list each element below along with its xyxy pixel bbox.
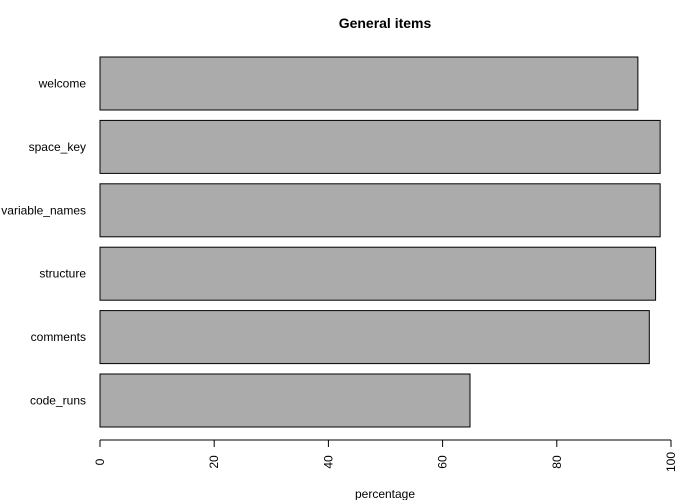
bar-structure [99, 246, 657, 301]
category-label-comments: comments [31, 330, 86, 344]
category-label-space_key: space_key [29, 140, 86, 154]
bar-welcome [99, 56, 639, 111]
chart-title: General items [339, 15, 432, 31]
bar-comments [99, 310, 650, 365]
category-label-structure: structure [39, 267, 86, 281]
x-tick-label-40: 40 [321, 455, 335, 469]
category-label-code_runs: code_runs [30, 394, 86, 408]
x-tick-label-20: 20 [207, 455, 221, 469]
category-label-variable_names: variable_names [1, 203, 86, 217]
x-tick-label-60: 60 [436, 455, 450, 469]
category-labels: welcome space_key variable_names structure c… [1, 77, 86, 408]
x-tick-label-80: 80 [550, 455, 564, 469]
x-tick-label-100: 100 [664, 452, 678, 472]
bar-code_runs [99, 373, 471, 428]
x-axis: 0 20 40 60 80 100 [93, 439, 678, 472]
x-axis-title: percentage [355, 487, 415, 500]
bar-space_key [99, 119, 661, 174]
category-label-welcome: welcome [38, 77, 87, 91]
bar-variable_names [99, 183, 661, 238]
x-tick-label-0: 0 [93, 458, 107, 465]
bars-group [99, 56, 661, 428]
